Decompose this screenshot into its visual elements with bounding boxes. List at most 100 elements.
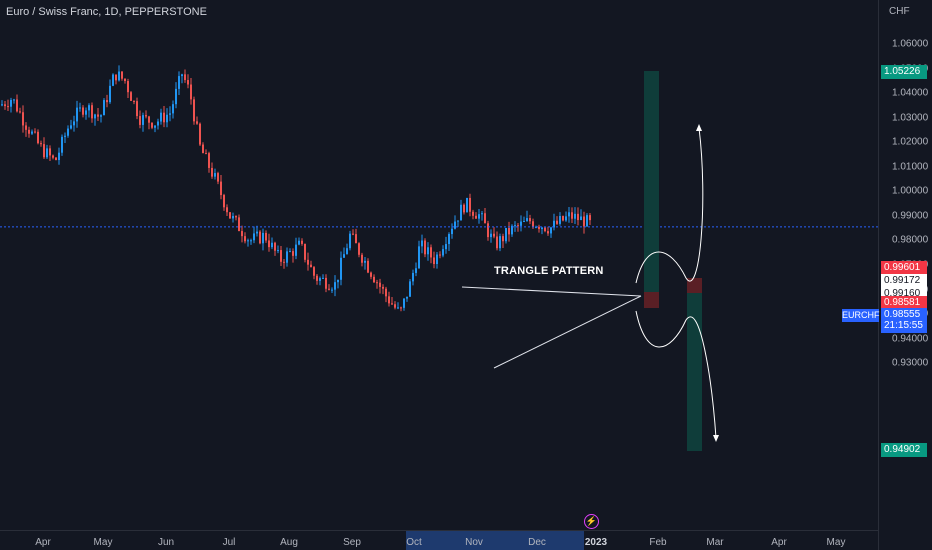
time-tick-label: Sep: [343, 537, 361, 548]
short-profit-zone[interactable]: [687, 293, 702, 451]
candle-body: [451, 228, 453, 235]
candle-body: [70, 125, 72, 129]
candle-body: [553, 220, 555, 228]
candle-body: [64, 135, 66, 137]
currency-label: CHF: [889, 6, 910, 17]
candle-body: [532, 221, 534, 228]
candle-body: [343, 254, 345, 258]
candle-body: [139, 116, 141, 125]
candle-body: [160, 112, 162, 122]
candle-body: [586, 215, 588, 227]
price-tick-label: 0.94000: [892, 333, 929, 345]
candle-body: [541, 227, 543, 230]
candle-body: [580, 216, 582, 221]
candle-body: [421, 240, 423, 247]
candle-body: [418, 246, 420, 269]
time-axis-divider: [0, 530, 878, 531]
time-tick-label: Mar: [706, 537, 724, 548]
candle-body: [508, 227, 510, 235]
chart-title: Euro / Swiss Franc, 1D, PEPPERSTONE: [6, 6, 207, 18]
candle-body: [466, 197, 468, 213]
candle-body: [181, 74, 183, 77]
candle-body: [226, 207, 228, 213]
candle-body: [331, 289, 333, 291]
candle-body: [502, 236, 504, 242]
time-tick-label: Oct: [406, 537, 422, 548]
candle-body: [76, 107, 78, 122]
candle-body: [517, 225, 519, 227]
candle-body: [142, 115, 144, 125]
candle-body: [433, 257, 435, 265]
candle-body: [88, 105, 90, 111]
candle-body: [103, 100, 105, 116]
candle-body: [133, 100, 135, 102]
candle-body: [565, 216, 567, 221]
candle-body: [442, 249, 444, 256]
bearish-scenario-curve: [635, 310, 717, 439]
pattern-label[interactable]: TRANGLE PATTERN: [494, 265, 604, 277]
candle-body: [271, 242, 273, 248]
candle-body: [190, 84, 192, 100]
entry-upper-tag: 0.99172: [881, 274, 927, 288]
candle-body: [121, 71, 123, 79]
candle-body: [241, 231, 243, 237]
candle-body: [97, 114, 99, 117]
candle-body: [538, 226, 540, 230]
symbol-tag: EURCHF: [842, 309, 880, 322]
candle-body: [472, 211, 474, 216]
candle-body: [439, 254, 441, 256]
time-tick-label: Aug: [280, 537, 298, 548]
candlestick-series: [1, 65, 591, 312]
candle-body: [388, 296, 390, 304]
candle-body: [7, 106, 9, 108]
price-tick-label: 1.03000: [892, 112, 929, 124]
candle-body: [511, 225, 513, 235]
candle-body: [199, 123, 201, 145]
candle-body: [25, 125, 27, 130]
candle-body: [82, 107, 84, 115]
candle-body: [100, 115, 102, 117]
candle-body: [391, 303, 393, 305]
stop-lower-tag: 0.98581: [881, 296, 927, 310]
time-tick-label: Feb: [649, 537, 667, 548]
candle-body: [568, 212, 570, 217]
target-high-tag: 1.05226: [881, 65, 927, 79]
candle-body: [415, 268, 417, 273]
candle-body: [217, 173, 219, 182]
candle-body: [571, 212, 573, 219]
candle-body: [55, 157, 57, 160]
candle-body: [13, 99, 15, 101]
candle-body: [544, 227, 546, 232]
time-range-highlight: [406, 531, 584, 550]
candle-body: [145, 115, 147, 117]
candle-body: [430, 247, 432, 258]
candle-body: [40, 143, 42, 145]
candle-body: [322, 277, 324, 279]
candle-body: [394, 304, 396, 308]
candle-body: [184, 74, 186, 81]
time-tick-label: Apr: [35, 537, 51, 548]
candle-body: [490, 233, 492, 238]
time-tick-label: Nov: [465, 537, 483, 548]
lightning-icon[interactable]: ⚡: [584, 514, 599, 529]
candle-body: [334, 282, 336, 290]
candle-body: [211, 167, 213, 177]
candle-body: [547, 231, 549, 234]
short-stop-zone[interactable]: [687, 278, 702, 293]
long-profit-zone[interactable]: [644, 71, 659, 292]
long-stop-zone[interactable]: [644, 292, 659, 308]
candle-body: [487, 223, 489, 238]
candle-body: [22, 112, 24, 126]
candle-body: [289, 251, 291, 253]
candle-body: [244, 236, 246, 242]
candle-body: [448, 234, 450, 245]
candle-body: [562, 216, 564, 221]
candle-body: [208, 153, 210, 168]
candle-body: [73, 121, 75, 126]
candle-body: [238, 217, 240, 232]
price-tick-label: 1.06000: [892, 38, 929, 50]
candle-body: [385, 288, 387, 297]
candle-body: [112, 74, 114, 86]
candle-body: [313, 267, 315, 276]
